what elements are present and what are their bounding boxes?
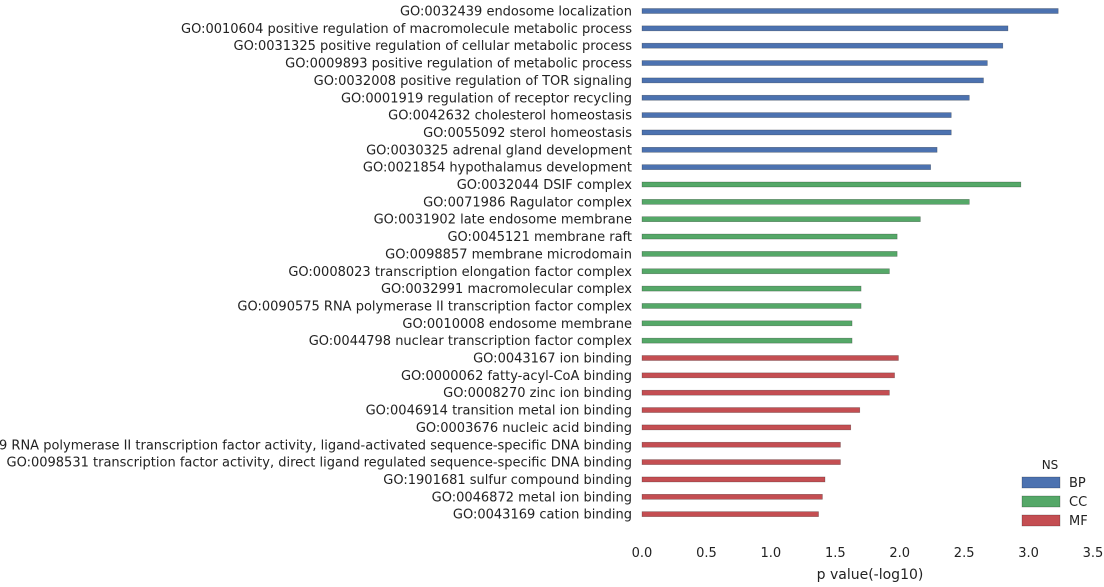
bar-bp (641, 129, 952, 136)
category-label: GO:0030325 adrenal gland development (366, 143, 632, 158)
bar-cc (641, 285, 862, 292)
x-axis-label: p value(-log10) (817, 567, 924, 583)
bar-cc (641, 199, 970, 205)
bar-bp (641, 42, 1004, 49)
bar-cc (641, 268, 890, 275)
category-label: GO:0001919 regulation of receptor recycl… (341, 91, 632, 106)
category-label: GO:0008270 zinc ion binding (443, 386, 632, 401)
x-tick-label: 1.5 (825, 546, 846, 561)
bar-cc (641, 251, 898, 257)
category-label: GO:0010008 endosome membrane (402, 317, 632, 332)
bars (641, 8, 1059, 517)
bar-mf (641, 511, 819, 517)
category-labels: GO:0032439 endosome localization GO:00106… (0, 5, 632, 523)
legend-label-bp: BP (1069, 476, 1086, 491)
category-label: GO:0046872 metal ion binding (432, 490, 632, 505)
category-label: GO:0010604 positive regulation of macrom… (181, 22, 632, 37)
bar-bp (641, 77, 984, 84)
bar-bp (641, 60, 988, 66)
category-label: GO:0055092 sterol homeostasis (423, 126, 632, 141)
category-label: GO:0045121 membrane raft (447, 230, 632, 245)
bar-cc (641, 216, 921, 222)
category-label: GO:0043167 ion binding (473, 352, 632, 367)
category-label: GO:1901681 sulfur compound binding (383, 473, 632, 488)
bar-mf (641, 424, 852, 431)
bar-cc (641, 233, 898, 240)
category-label: GO:0090575 RNA polymerase II transcripti… (237, 299, 632, 314)
category-label: GO:0043169 cation binding (453, 508, 632, 523)
x-tick-label: 2.5 (954, 546, 975, 561)
category-label: GO:0032439 endosome localization (400, 5, 632, 20)
legend-label-cc: CC (1069, 495, 1087, 510)
bar-bp (641, 25, 1009, 32)
bar-mf (641, 476, 826, 483)
category-label: GO:0009893 positive regulation of metabo… (285, 57, 632, 72)
x-tick-label: 1.0 (761, 546, 782, 561)
category-label: GO:0032044 DSIF complex (457, 178, 633, 193)
bar-cc (641, 320, 853, 327)
category-label: GO:0000062 fatty-acyl-CoA binding (401, 369, 632, 384)
category-label: GO:0021854 hypothalamus development (363, 161, 632, 176)
bar-bp (641, 112, 952, 118)
legend-title: NS (1042, 458, 1059, 472)
category-label: GO:0004879 RNA polymerase II transcripti… (0, 438, 632, 453)
x-tick-label: 0.0 (632, 546, 653, 561)
bar-mf (641, 407, 861, 413)
x-tick-label: 3.0 (1018, 546, 1039, 561)
category-label: GO:0032008 positive regulation of TOR si… (314, 74, 632, 89)
legend-label-mf: MF (1069, 514, 1088, 529)
x-tick-label: 3.5 (1083, 546, 1104, 561)
category-label: GO:0071986 Ragulator complex (423, 195, 632, 210)
category-label: GO:0032991 macromolecular complex (381, 282, 632, 297)
category-label: GO:0046914 transition metal ion binding (366, 404, 632, 419)
x-tick-label: 0.5 (696, 546, 717, 561)
legend-swatch-cc (1021, 495, 1061, 508)
bar-bp (641, 94, 970, 101)
bar-mf (641, 355, 899, 361)
category-label: GO:0044798 nuclear transcription factor … (309, 334, 633, 349)
category-label: GO:0003676 nucleic acid binding (416, 421, 632, 436)
category-label: GO:0042632 cholesterol homeostasis (388, 109, 632, 124)
bar-cc (641, 303, 862, 309)
category-label: GO:0031902 late endosome membrane (374, 213, 632, 228)
bar-cc (641, 181, 1022, 188)
category-label: GO:0031325 positive regulation of cellul… (234, 39, 633, 54)
x-tick-label: 2.0 (889, 546, 910, 561)
bar-bp (641, 8, 1059, 14)
bar-mf (641, 372, 895, 379)
bar-mf (641, 389, 890, 396)
category-label: GO:0008023 transcription elongation fact… (288, 265, 632, 280)
bar-mf (641, 441, 841, 448)
legend-swatch-bp (1021, 476, 1061, 489)
bar-mf (641, 493, 823, 500)
bar-mf (641, 459, 841, 465)
x-axis: 0.0 0.5 1.0 1.5 2.0 2.5 3.0 3.5 (632, 546, 1104, 561)
bar-bp (641, 147, 938, 153)
bar-cc (641, 337, 853, 344)
legend: NS BP CC MF (1021, 458, 1088, 529)
category-label: GO:0098531 transcription factor activity… (7, 456, 632, 471)
bar-bp (641, 164, 931, 170)
category-label: GO:0098857 membrane microdomain (385, 247, 632, 262)
legend-swatch-mf (1021, 514, 1061, 527)
